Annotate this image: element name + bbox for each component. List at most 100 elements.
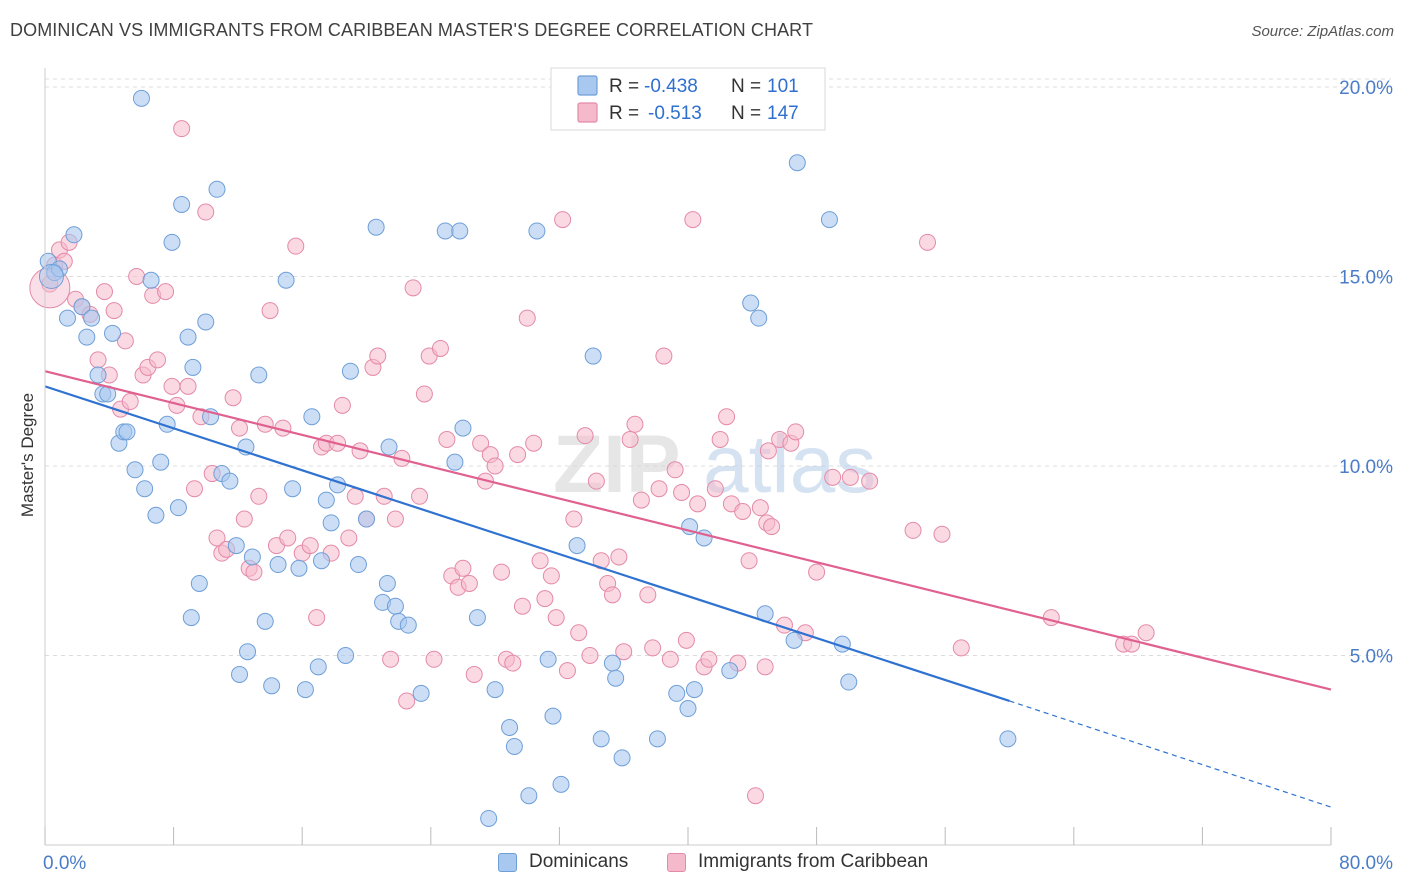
- data-point-dominicans: [73, 298, 91, 316]
- y-tick-label: 10.0%: [1339, 457, 1393, 478]
- data-point-immigrants: [718, 408, 736, 426]
- data-point-immigrants: [632, 491, 650, 509]
- data-point-immigrants: [684, 211, 702, 229]
- data-point-immigrants: [626, 415, 644, 433]
- legend-swatch-blue: [577, 75, 598, 96]
- data-point-immigrants: [650, 480, 668, 498]
- data-point-dominicans: [349, 556, 367, 574]
- data-point-immigrants: [576, 427, 594, 445]
- data-point-dominicans: [243, 548, 261, 566]
- legend-n-value-2: 147: [767, 103, 799, 124]
- data-point-dominicans-cluster: [38, 263, 64, 289]
- data-point-immigrants: [673, 484, 691, 502]
- data-point-dominicans: [83, 309, 101, 327]
- data-point-dominicans: [520, 787, 538, 805]
- data-point-dominicans: [613, 749, 631, 767]
- data-point-dominicans: [399, 616, 417, 634]
- data-point-dominicans: [142, 271, 160, 289]
- data-point-immigrants: [542, 567, 560, 585]
- data-point-immigrants: [224, 389, 242, 407]
- data-point-dominicans: [104, 324, 122, 342]
- data-point-dominicans: [78, 328, 96, 346]
- data-point-immigrants: [1137, 624, 1155, 642]
- data-point-dominicans: [721, 662, 739, 680]
- data-point-immigrants: [460, 574, 478, 592]
- y-tick-label: 15.0%: [1339, 267, 1393, 288]
- data-point-immigrants: [105, 302, 123, 320]
- data-point-immigrants: [431, 339, 449, 357]
- data-point-immigrants: [536, 590, 554, 608]
- trend-line-dominicans: [44, 385, 1010, 703]
- data-point-immigrants: [558, 662, 576, 680]
- data-point-dominicans: [227, 537, 245, 555]
- data-point-dominicans: [126, 461, 144, 479]
- data-point-dominicans: [436, 222, 454, 240]
- data-point-immigrants: [116, 332, 134, 350]
- data-point-immigrants: [404, 279, 422, 297]
- data-point-immigrants: [756, 658, 774, 676]
- data-point-dominicans: [358, 510, 375, 528]
- data-point-immigrants: [382, 650, 400, 668]
- data-point-immigrants: [149, 351, 167, 369]
- data-point-dominicans: [118, 423, 136, 441]
- legend-r-label-2: R =: [609, 103, 639, 124]
- data-point-immigrants: [128, 267, 146, 285]
- x-tick-label: 0.0%: [43, 853, 86, 874]
- data-point-immigrants: [185, 480, 203, 498]
- legend-swatch-pink: [577, 102, 598, 123]
- data-point-immigrants: [250, 487, 268, 505]
- data-point-immigrants: [486, 457, 504, 475]
- data-point-dominicans: [182, 609, 200, 627]
- data-point-dominicans: [309, 658, 327, 676]
- data-point-dominicans: [412, 684, 430, 702]
- data-point-dominicans: [386, 597, 404, 615]
- data-point-immigrants: [518, 309, 536, 327]
- bottom-legend: Dominicans Immigrants from Caribbean: [0, 851, 1406, 879]
- data-point-immigrants: [235, 510, 253, 528]
- data-point-immigrants: [197, 203, 215, 221]
- data-point-dominicans: [303, 408, 321, 426]
- data-point-dominicans: [454, 419, 472, 437]
- data-point-immigrants: [615, 643, 633, 661]
- data-point-immigrants: [677, 631, 695, 649]
- data-point-dominicans: [679, 700, 697, 718]
- data-point-dominicans: [788, 154, 806, 172]
- data-point-dominicans: [317, 491, 335, 509]
- data-point-immigrants: [504, 654, 522, 672]
- data-point-immigrants: [610, 548, 628, 566]
- data-point-dominicans: [480, 809, 498, 827]
- data-point-immigrants: [513, 597, 531, 615]
- data-point-dominicans: [552, 775, 570, 793]
- data-point-dominicans: [337, 646, 355, 664]
- data-point-dominicans: [312, 552, 330, 570]
- data-point-dominicans: [197, 313, 215, 331]
- data-point-dominicans: [378, 574, 396, 592]
- data-point-dominicans: [284, 480, 302, 498]
- data-point-immigrants: [386, 510, 404, 528]
- data-point-immigrants: [333, 396, 351, 414]
- data-point-immigrants: [547, 609, 565, 627]
- data-point-immigrants: [734, 502, 752, 520]
- data-point-immigrants: [472, 434, 490, 452]
- data-point-dominicans: [341, 362, 359, 380]
- legend-item-immigrants: Immigrants from Caribbean: [667, 851, 928, 873]
- data-point-immigrants: [919, 233, 937, 251]
- data-point-dominicans: [380, 438, 398, 456]
- data-point-dominicans: [528, 222, 546, 240]
- data-point-immigrants: [861, 472, 879, 490]
- data-point-dominicans: [190, 574, 208, 592]
- data-point-dominicans: [685, 681, 703, 699]
- data-point-immigrants: [95, 283, 113, 301]
- data-point-dominicans: [501, 719, 519, 737]
- data-point-dominicans: [603, 654, 621, 672]
- data-point-dominicans: [750, 309, 768, 327]
- trend-lines: [44, 370, 1332, 808]
- data-point-dominicans: [446, 453, 464, 471]
- x-tick-label: 80.0%: [1339, 853, 1393, 874]
- data-point-immigrants: [689, 495, 707, 513]
- data-point-dominicans: [322, 514, 340, 532]
- legend-item-dominicans: Dominicans: [498, 851, 628, 873]
- data-point-dominicans: [277, 271, 295, 289]
- data-point-immigrants: [621, 430, 639, 448]
